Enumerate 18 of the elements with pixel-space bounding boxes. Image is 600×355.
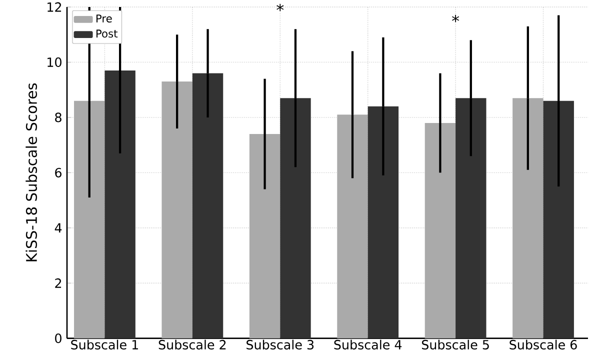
x-tick-label: Subscale 5	[422, 340, 489, 350]
y-tick-label: 12	[48, 2, 62, 12]
y-tick-label: 6	[55, 168, 62, 178]
x-tick-label: Subscale 4	[334, 340, 402, 350]
y-tick-label: 2	[55, 278, 62, 288]
x-tick-label: Subscale 2	[158, 340, 226, 350]
y-tick-label: 8	[55, 112, 62, 122]
y-tick-label: 0	[55, 334, 62, 344]
y-tick-label: 10	[48, 57, 62, 68]
x-tick-label: Subscale 1	[71, 340, 138, 350]
annotation: *	[452, 14, 460, 22]
legend-label: Post	[96, 30, 118, 38]
legend-label: Pre	[96, 14, 112, 23]
y-axis-title: KiSS-18 Subscale Scores	[26, 83, 38, 262]
x-tick-label: Subscale 3	[246, 340, 314, 350]
annotation: *	[276, 4, 284, 12]
y-tick-label: 4	[54, 223, 62, 233]
x-tick-label: Subscale 6	[510, 340, 577, 350]
